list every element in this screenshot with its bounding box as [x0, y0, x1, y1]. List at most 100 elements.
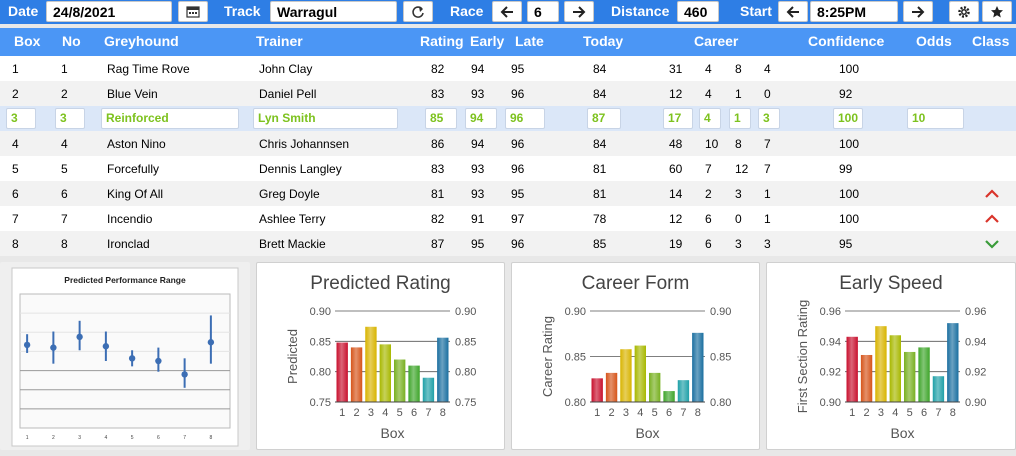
cell-conf: 99 — [839, 162, 853, 176]
cell-rating: 85 — [425, 108, 457, 129]
cell-rating: 83 — [431, 87, 445, 101]
y-tick-label: 0.75 — [310, 397, 331, 409]
cell-trainer: Dennis Langley — [259, 162, 342, 176]
refresh-button[interactable] — [403, 1, 433, 22]
calendar-icon — [186, 6, 200, 18]
column-header-rating[interactable]: Rating — [420, 33, 464, 49]
y-tick-label: 0.96 — [965, 306, 986, 318]
table-row[interactable]: 3 3 Reinforced Lyn Smith 85 94 96 87 17 4 1 3 100 10 — [0, 106, 1016, 131]
table-row[interactable]: 6 6 King Of All Greg Doyle 81 93 95 81 14 2 3 1 100 — [0, 181, 1016, 206]
table-row[interactable]: 1 1 Rag Time Rove John Clay 82 94 95 84 31 4 8 4 100 — [0, 56, 1016, 81]
y-axis-label: Career Rating — [540, 316, 555, 397]
cell-c1: 48 — [669, 137, 683, 151]
y-tick-label: 0.85 — [710, 352, 731, 364]
arrow-right-icon — [912, 5, 925, 18]
cell-rating: 87 — [431, 237, 445, 251]
bar-box-5 — [394, 359, 406, 402]
column-header-confidence[interactable]: Confidence — [808, 33, 885, 49]
table-row[interactable]: 4 4 Aston Nino Chris Johannsen 86 94 96 84 48 10 8… — [0, 131, 1016, 156]
range-chart: Predicted Performance Range 1 2 3 4 5 6 7 8 — [11, 267, 239, 447]
race-next-button[interactable] — [564, 1, 594, 22]
x-tick-label: 6 — [411, 407, 417, 419]
table-row[interactable]: 5 5 Forcefully Dennis Langley 83 93 96 81 60 7 12 7… — [0, 156, 1016, 181]
cell-c3: 8 — [735, 62, 742, 76]
column-header-early[interactable]: Early — [470, 33, 505, 49]
cell-odds: 10 — [907, 108, 964, 129]
y-tick-label: 0.80 — [710, 397, 731, 409]
cell-c2: 4 — [705, 87, 712, 101]
x-tick-label: 7 — [425, 407, 431, 419]
cell-no: 4 — [61, 137, 68, 151]
range-point-6 — [155, 357, 162, 365]
column-header-greyhound[interactable]: Greyhound — [104, 33, 179, 49]
start-label: Start — [740, 3, 772, 19]
range-chart-title: Predicted Performance Range — [64, 275, 186, 285]
early-speed-panel: Early Speed 0.90 0.90 0.92 0.92 0.94 0.94 0.96… — [766, 262, 1016, 450]
column-header-class[interactable]: Class — [972, 33, 1010, 49]
x-tick-label: 2 — [354, 407, 360, 419]
bar-box-5 — [649, 372, 661, 402]
race-prev-button[interactable] — [492, 1, 522, 22]
range-point-8 — [207, 339, 215, 346]
range-point-7 — [181, 371, 188, 378]
range-point-1 — [23, 341, 31, 349]
table-row[interactable]: 8 8 Ironclad Brett Mackie 87 95 96 85 19 6 3 3 95 — [0, 231, 1016, 256]
bar-box-1 — [336, 342, 348, 402]
start-next-button[interactable] — [903, 1, 933, 22]
x-tick-label: 3 — [878, 407, 884, 419]
cell-today: 81 — [593, 187, 607, 201]
table-row[interactable]: 7 7 Incendio Ashlee Terry 82 91 97 78 12 6 0 1 100 — [0, 206, 1016, 231]
column-header-late[interactable]: Late — [515, 33, 544, 49]
distance-field[interactable]: 460 — [677, 1, 719, 22]
calendar-button[interactable] — [178, 1, 208, 22]
bar-box-2 — [350, 347, 363, 402]
cell-today: 84 — [593, 87, 607, 101]
column-header-no[interactable]: No — [62, 33, 81, 49]
range-point-3 — [76, 333, 83, 341]
bar-box-3 — [620, 349, 632, 402]
bar-box-4 — [889, 335, 901, 402]
range-tick-label: 3 — [78, 435, 81, 441]
range-chart-panel: Predicted Performance Range 1 2 3 4 5 6 7 8 — [0, 262, 250, 450]
start-prev-button[interactable] — [778, 1, 808, 22]
bar-box-3 — [875, 326, 887, 402]
cell-late: 96 — [505, 108, 545, 129]
cell-trainer: Daniel Pell — [259, 87, 317, 101]
cell-c2: 4 — [699, 108, 721, 129]
column-header-trainer[interactable]: Trainer — [256, 33, 303, 49]
table-row[interactable]: 2 2 Blue Vein Daniel Pell 83 93 96 84 12 4 1 0 92 — [0, 81, 1016, 106]
race-field[interactable]: 6 — [527, 1, 559, 22]
start-time-field[interactable]: 8:25PM — [810, 1, 898, 22]
track-field[interactable]: Warragul — [270, 1, 397, 22]
toolbar: Date 24/8/2021 Track Warragul Race 6 Dis… — [0, 0, 1016, 24]
x-tick-label: 8 — [695, 407, 701, 419]
cell-no: 2 — [61, 87, 68, 101]
y-tick-label: 0.90 — [820, 397, 841, 409]
cell-box: 7 — [12, 212, 19, 226]
cell-trainer: Lyn Smith — [253, 108, 398, 129]
column-header-box[interactable]: Box — [14, 33, 41, 49]
date-field[interactable]: 24/8/2021 — [46, 1, 172, 22]
predicted-rating-panel: Predicted Rating 0.75 0.75 0.80 0.80 0.85 0.8… — [256, 262, 505, 450]
column-header-career[interactable]: Career — [694, 33, 739, 49]
cell-no: 1 — [61, 62, 68, 76]
cell-no: 3 — [55, 108, 85, 129]
predicted-rating-title: Predicted Rating — [310, 273, 451, 294]
column-header-today[interactable]: Today — [583, 33, 624, 49]
chevron-up-icon — [985, 214, 999, 223]
career-form-chart: 0.80 0.80 0.85 0.85 0.90 0.90 1 2 3 4 5 6 7 8 Box Caree… — [540, 306, 731, 441]
y-tick-label: 0.85 — [310, 336, 331, 348]
range-tick-label: 1 — [26, 435, 29, 441]
range-tick-label: 4 — [104, 435, 107, 441]
cell-early: 94 — [471, 137, 485, 151]
y-tick-label: 0.80 — [455, 367, 476, 379]
cell-no: 8 — [61, 237, 68, 251]
date-label: Date — [8, 3, 39, 19]
favourite-button[interactable] — [982, 1, 1012, 22]
cell-box: 8 — [12, 237, 19, 251]
career-form-title: Career Form — [581, 273, 690, 294]
settings-button[interactable] — [949, 1, 979, 22]
bar-box-8 — [437, 337, 449, 402]
cell-conf: 95 — [839, 237, 853, 251]
column-header-odds[interactable]: Odds — [916, 33, 952, 49]
